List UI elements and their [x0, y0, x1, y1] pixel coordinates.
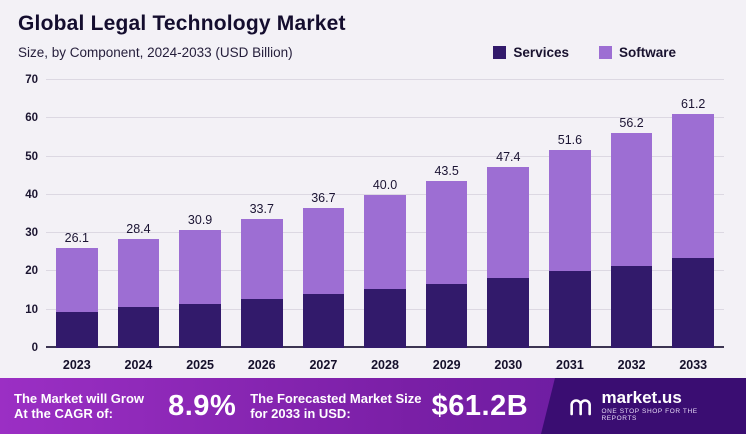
bar-group-2027: 36.7 2027 — [302, 80, 345, 372]
x-tick-label: 2024 — [124, 358, 153, 372]
bar-total-label: 43.5 — [434, 164, 459, 179]
gridline — [46, 79, 724, 80]
y-tick-label: 30 — [25, 227, 38, 240]
forecast-value: $61.2B — [431, 389, 529, 422]
bars-row: 26.1 2023 28.4 2024 30.9 2025 33.7 2026 36.7 2027… — [46, 80, 724, 372]
legend-label: Software — [618, 45, 676, 60]
y-tick-label: 20 — [25, 265, 38, 278]
y-tick-label: 50 — [25, 150, 38, 163]
bar-total-label: 26.1 — [64, 231, 89, 246]
stacked-bar-chart: 0 10 20 30 40 50 60 70 26.1 2023 28.4 2024 30.9 2025… — [10, 66, 732, 378]
bar-total-label: 33.7 — [249, 201, 274, 216]
x-tick-label: 2032 — [617, 358, 646, 372]
bar-segment-software — [549, 150, 591, 272]
bar-group-2030: 47.4 2030 — [487, 80, 530, 372]
bar-segment-services — [56, 311, 98, 348]
bar-segment-services — [240, 299, 283, 348]
x-tick-label: 2027 — [309, 358, 338, 372]
bar-segment-services — [302, 294, 345, 348]
bar-group-2025: 30.9 2025 — [179, 80, 221, 372]
x-tick-label: 2028 — [371, 358, 399, 372]
x-tick-label: 2030 — [494, 358, 523, 372]
header: Global Legal Technology Market — [0, 0, 746, 36]
y-tick-label: 0 — [31, 342, 38, 354]
bar-segment-services — [364, 289, 406, 348]
bar-total-label: 30.9 — [187, 212, 213, 227]
x-tick-label: 2033 — [679, 358, 708, 372]
y-tick-label: 40 — [25, 188, 38, 201]
bar-group-2032: 56.2 2032 — [610, 80, 653, 372]
x-tick-label: 2029 — [432, 358, 461, 372]
bar-segment-software — [56, 248, 98, 312]
bar-group-2028: 40.0 2028 — [364, 80, 406, 372]
chart-subtitle: Size, by Component, 2024-2033 (USD Billi… — [18, 45, 293, 60]
bar-segment-services — [549, 271, 591, 348]
forecast-label: The Forecasted Market Size for 2033 in U… — [250, 390, 422, 421]
bar-segment-services — [117, 307, 160, 348]
bar-group-2029: 43.5 2029 — [425, 80, 468, 372]
gridline — [46, 117, 724, 119]
page-title: Global Legal Technology Market — [18, 12, 346, 35]
bar-group-2026: 33.7 2026 — [240, 80, 283, 372]
subtitle-row: Size, by Component, 2024-2033 (USD Billi… — [0, 36, 746, 60]
y-axis: 0 10 20 30 40 50 60 70 — [10, 74, 40, 354]
bar-total-label: 61.2 — [681, 96, 706, 111]
bar-total-label: 51.6 — [557, 133, 583, 148]
plot-area: 26.1 2023 28.4 2024 30.9 2025 33.7 2026 36.7 2027… — [46, 79, 724, 372]
services-swatch-icon — [493, 46, 507, 59]
bar-segment-services — [179, 303, 221, 348]
cagr-label: The Market will Grow At the CAGR of: — [14, 390, 145, 421]
brand-name: market.us — [601, 388, 682, 408]
bar-segment-software — [179, 229, 221, 304]
chart-legend: Services Software — [493, 45, 676, 60]
bar-segment-software — [117, 239, 160, 308]
bar-segment-software — [240, 218, 283, 299]
bar-segment-software — [487, 166, 530, 278]
bar-total-label: 47.4 — [496, 149, 521, 164]
bar-segment-services — [425, 284, 468, 348]
bar-total-label: 40.0 — [372, 177, 398, 192]
software-swatch-icon — [598, 46, 612, 59]
bar-segment-software — [610, 132, 653, 266]
bar-group-2033: 61.2 2033 — [672, 80, 715, 372]
x-tick-label: 2023 — [62, 358, 91, 372]
bar-total-label: 28.4 — [126, 222, 151, 237]
bar-segment-services — [672, 258, 715, 348]
bar-segment-services — [610, 265, 653, 348]
bar-group-2031: 51.6 2031 — [549, 80, 591, 372]
legend-item-software: Software — [598, 45, 676, 60]
y-tick-label: 70 — [25, 74, 38, 86]
gridline — [46, 155, 724, 157]
brand-text: market.us One Stop Shop for the Reports — [601, 389, 732, 422]
market-us-logo-icon — [570, 399, 592, 416]
legend-item-services: Services — [493, 45, 569, 60]
legend-label: Services — [513, 45, 569, 60]
bar-segment-software — [672, 113, 715, 259]
bar-group-2024: 28.4 2024 — [117, 80, 160, 372]
cagr-value: 8.9% — [168, 389, 237, 422]
bar-segment-software — [364, 194, 406, 290]
bar-segment-software — [302, 207, 345, 295]
y-tick-label: 10 — [25, 303, 38, 316]
bar-segment-software — [425, 181, 468, 285]
x-tick-label: 2026 — [247, 358, 276, 372]
brand-tagline: One Stop Shop for the Reports — [601, 408, 698, 422]
y-tick-label: 60 — [25, 112, 38, 125]
footer-banner: The Market will Grow At the CAGR of: 8.9… — [0, 378, 746, 434]
bar-segment-services — [487, 277, 530, 348]
x-tick-label: 2025 — [186, 358, 214, 372]
bar-total-label: 36.7 — [311, 190, 336, 205]
gridline — [46, 193, 724, 195]
bar-group-2023: 26.1 2023 — [56, 80, 98, 372]
brand-block: market.us One Stop Shop for the Reports — [542, 378, 746, 434]
x-tick-label: 2031 — [556, 358, 584, 372]
bar-total-label: 56.2 — [619, 115, 644, 130]
